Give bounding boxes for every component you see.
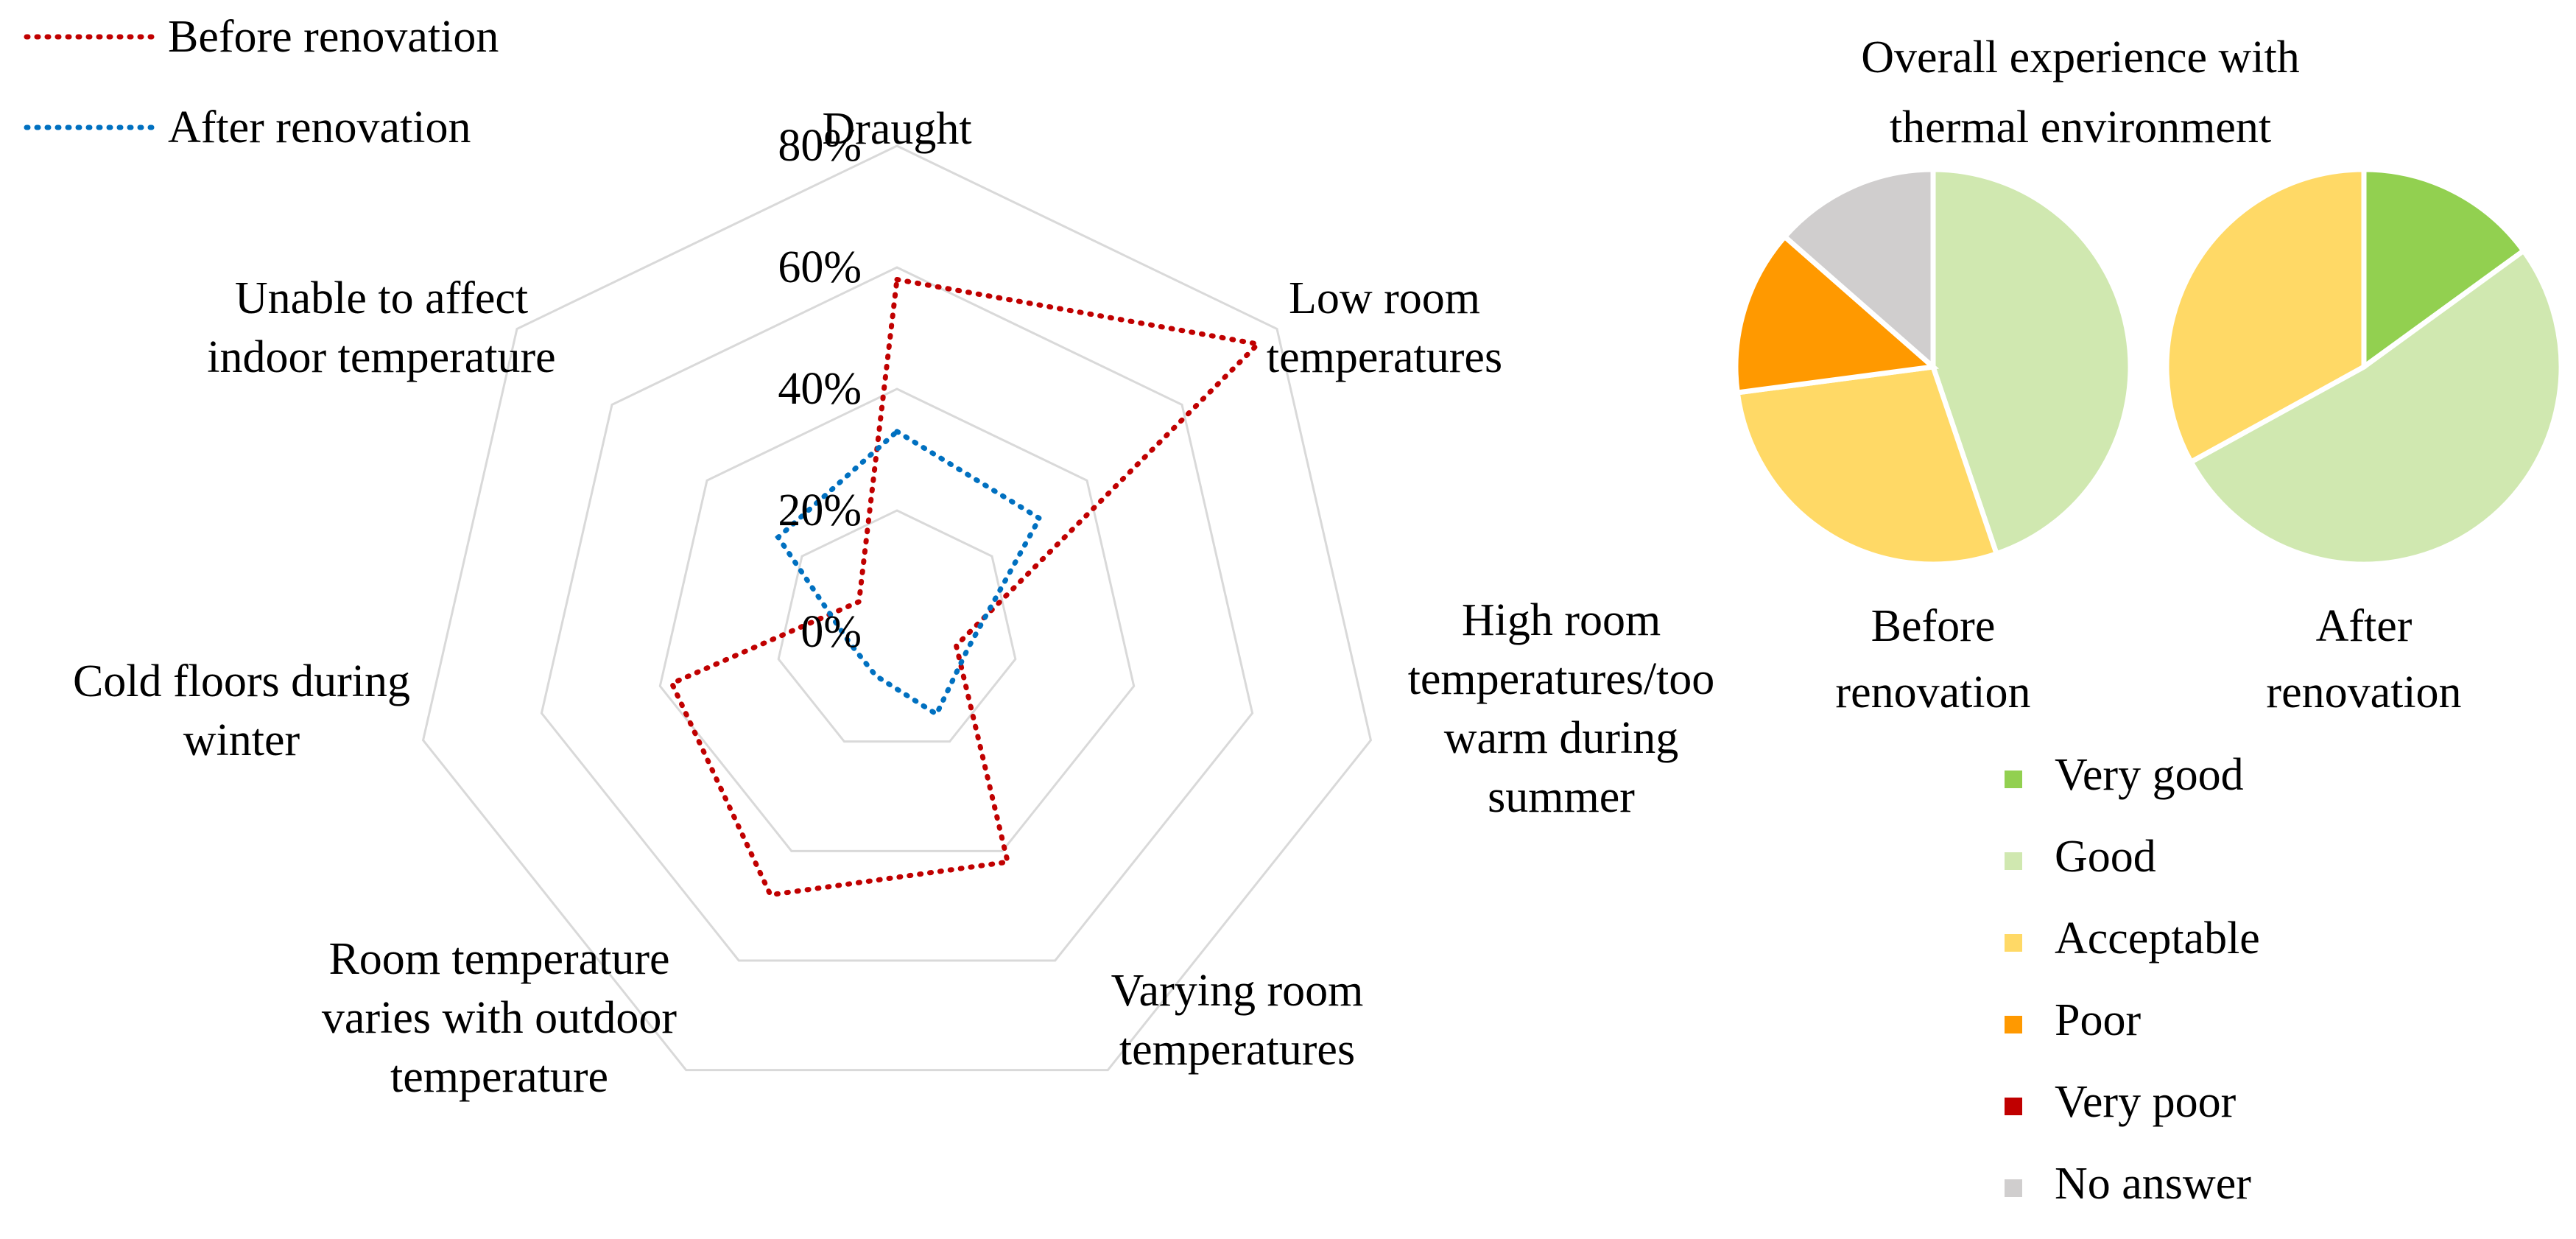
radar-axis-label-line: temperatures (1119, 1025, 1355, 1075)
radar-axis-label-line: temperatures (1267, 332, 1502, 382)
legend-swatch (2005, 1179, 2022, 1197)
radar-axis-label-line: summer (1488, 772, 1635, 822)
radar-legend: Before renovation After renovation (24, 12, 499, 152)
pie-slice-acceptable (2164, 166, 2367, 466)
radar-axis-label-line: Varying room (1111, 966, 1364, 1016)
radar-tick-label: 60% (778, 242, 862, 292)
radar-axis-label: Unable to affect indoor temperature (207, 273, 555, 382)
pie-label-line: renovation (2266, 667, 2461, 717)
radar-series (668, 276, 1264, 898)
radar-tick-label: 0% (800, 607, 862, 657)
pie-charts: Before renovation After renovation (1733, 166, 2564, 717)
radar-axis-label-line: warm during (1444, 713, 1679, 763)
pie-title: Overall experience with thermal environme… (1861, 32, 2300, 152)
legend-swatch (2005, 1098, 2022, 1115)
pie-label: Before renovation (1835, 601, 2030, 717)
pie-slice-very-good (2361, 166, 2527, 372)
legend-swatch (2005, 771, 2022, 788)
legend-label: Acceptable (2055, 913, 2260, 964)
pie-slice-no-answer (1781, 166, 1936, 373)
radar-axis-label-line: Unable to affect (235, 273, 528, 323)
legend-swatch (2005, 934, 2022, 952)
pie-title-line: thermal environment (1890, 102, 2271, 152)
radar-axis-label-line: temperatures/too (1408, 654, 1715, 704)
pie-chart-title: Overall experience with thermal environme… (1861, 32, 2300, 152)
legend-swatch (2005, 1016, 2022, 1033)
radar-axis-label-line: winter (183, 715, 300, 765)
pie-before: Before renovation (1733, 166, 2133, 717)
legend-label: No answer (2055, 1159, 2251, 1209)
radar-axis-label-line: temperature (390, 1052, 608, 1102)
pie-slice-good (2187, 247, 2564, 567)
pie-label-line: renovation (1835, 667, 2030, 717)
radar-axis-labels: Draught Low room temperatures High room temp… (73, 104, 1714, 1102)
radar-tick-label: 80% (778, 121, 862, 171)
pie-slice-poor (1733, 233, 1940, 396)
pie-label: After renovation (2266, 601, 2461, 717)
radar-axis-label-line: Room temperature (328, 934, 669, 984)
radar-axis-label-line: Cold floors during (73, 656, 410, 706)
radar-axis-label: Low room temperatures (1267, 273, 1502, 382)
pie-after: After renovation (2164, 166, 2564, 717)
radar-tick-label: 20% (778, 485, 862, 536)
radar-axis-label: Cold floors during winter (73, 656, 410, 765)
radar-axis-label: High room temperatures/too warm during summ… (1408, 595, 1715, 822)
radar-gridline (658, 387, 1136, 852)
legend-label: Good (2055, 832, 2156, 882)
radar-axis-label: Draught (822, 104, 971, 154)
legend-label: Very poor (2055, 1077, 2237, 1127)
radar-axis-label-line: Low room (1289, 273, 1480, 323)
legend-label: After renovation (168, 102, 471, 152)
radar-grid (421, 144, 1373, 1072)
radar-axis-label-line: varies with outdoor (322, 993, 677, 1043)
radar-axis-label-line: indoor temperature (207, 332, 555, 382)
radar-gridline (777, 509, 1017, 743)
radar-axis-label: Room temperature varies with outdoor tempe… (322, 934, 677, 1102)
legend-label: Very good (2055, 750, 2244, 800)
radar-tick-labels: 0% 20% 40% 60% 80% (778, 121, 862, 657)
radar-series-after (775, 428, 1044, 718)
radar-gridline (421, 144, 1373, 1072)
legend-label: Poor (2055, 995, 2141, 1045)
pie-label-line: After (2316, 601, 2413, 651)
legend-swatch (2005, 852, 2022, 870)
legend-label: Before renovation (168, 12, 499, 62)
radar-tick-label: 40% (778, 364, 862, 414)
radar-axis-label: Varying room temperatures (1111, 966, 1364, 1075)
radar-gridline (540, 266, 1254, 962)
radar-chart: 0% 20% 40% 60% 80% Draught Low room temperatur… (73, 104, 1714, 1102)
radar-series-before (668, 276, 1264, 898)
pie-title-line: Overall experience with (1861, 32, 2300, 83)
pie-slice-acceptable (1734, 364, 2000, 567)
pie-legend: Very good Good Acceptable Poor Very poor No a… (2005, 750, 2260, 1209)
pie-slice-good (1930, 166, 2133, 558)
pie-label-line: Before (1871, 601, 1996, 651)
radar-axis-label-line: Draught (822, 104, 971, 154)
radar-axis-label-line: High room (1462, 595, 1661, 645)
